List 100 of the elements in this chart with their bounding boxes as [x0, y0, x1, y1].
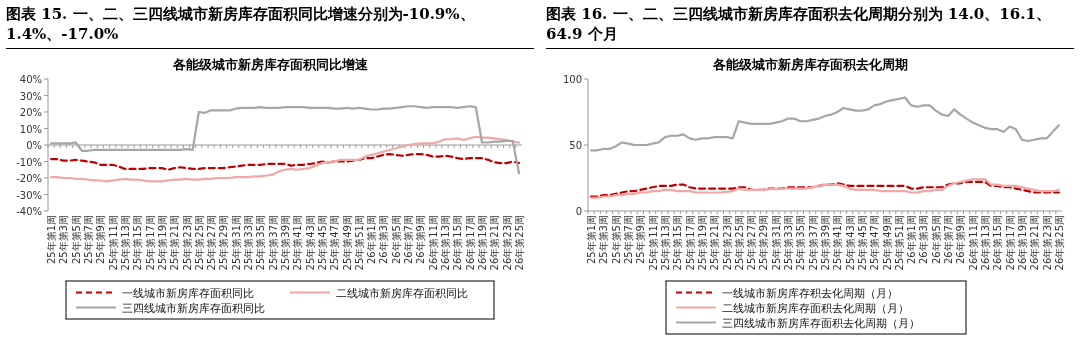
x-tick-label: 26年第17周 — [1004, 215, 1016, 271]
y-tick-label: -10% — [16, 156, 42, 168]
x-tick-label: 25年第49周 — [341, 215, 353, 271]
x-tick-label: 25年第37周 — [267, 215, 279, 271]
x-tick-label: 25年第3周 — [58, 215, 70, 265]
y-tick-label: 40% — [19, 74, 42, 85]
x-tick-label: 25年第25周 — [193, 215, 205, 271]
x-tick-label: 25年第3周 — [598, 215, 610, 265]
x-tick-label: 25年第33周 — [243, 215, 255, 271]
x-tick-label: 26年第21周 — [1029, 215, 1041, 271]
x-tick-label: 25年第45周 — [856, 215, 868, 271]
x-tick-label: 25年第17周 — [684, 215, 696, 271]
x-tick-label: 25年第31周 — [770, 215, 782, 271]
x-tick-label: 26年第1周 — [906, 215, 918, 265]
x-tick-label: 26年第19周 — [1016, 215, 1028, 271]
chart-subtitle: 各能级城市新房库存面积去化周期 — [711, 57, 908, 72]
x-tick-label: 26年第25周 — [1053, 215, 1065, 271]
x-tick-label: 26年第17周 — [464, 215, 476, 271]
x-tick-label: 25年第5周 — [70, 215, 82, 265]
x-tick-label: 25年第47周 — [869, 215, 881, 271]
x-tick-label: 25年第19周 — [696, 215, 708, 271]
x-tick-label: 25年第39周 — [280, 215, 291, 271]
y-tick-label: 100 — [562, 74, 582, 85]
x-tick-label: 26年第3周 — [378, 215, 390, 265]
x-tick-label: 26年第15周 — [992, 215, 1004, 271]
y-tick-label: 20% — [19, 107, 42, 118]
x-tick-label: 26年第13周 — [980, 215, 992, 271]
y-tick-label: 50 — [569, 140, 582, 151]
x-tick-label: 25年第33周 — [783, 215, 795, 271]
x-tick-label: 25年第1周 — [46, 215, 58, 265]
x-tick-label: 25年第13周 — [119, 215, 131, 271]
x-tick-label: 25年第31周 — [230, 215, 242, 271]
legend-label: 二线城市新房库存面积同比 — [336, 286, 468, 299]
x-tick-label: 25年第49周 — [881, 215, 893, 271]
x-tick-label: 25年第19周 — [156, 215, 168, 271]
x-tick-label: 25年第25周 — [733, 215, 745, 271]
x-tick-label: 25年第37周 — [807, 215, 819, 271]
x-tick-label: 25年第43周 — [844, 215, 856, 271]
x-tick-label: 25年第23周 — [181, 215, 193, 271]
x-tick-label: 26年第21周 — [489, 215, 501, 271]
y-tick-label: -30% — [16, 189, 42, 201]
x-tick-label: 26年第9周 — [415, 215, 427, 265]
x-tick-label: 25年第11周 — [107, 215, 119, 271]
x-tick-label: 26年第5周 — [930, 215, 942, 265]
legend-label: 三四线城市新房库存面积同比 — [122, 301, 265, 314]
x-tick-label: 25年第41周 — [832, 215, 844, 271]
x-tick-label: 25年第51周 — [353, 215, 365, 271]
legend-label: 一线城市新房库存积去化周期（月） — [722, 286, 898, 299]
y-tick-label: 30% — [19, 90, 42, 102]
x-tick-label: 26年第23周 — [501, 215, 513, 271]
x-tick-label: 26年第19周 — [476, 215, 488, 271]
x-tick-label: 25年第15周 — [672, 215, 684, 271]
x-tick-label: 25年第45周 — [316, 215, 328, 271]
x-tick-label: 26年第15周 — [452, 215, 464, 271]
x-tick-label: 25年第29周 — [758, 215, 770, 271]
x-tick-label: 26年第7周 — [943, 215, 955, 265]
x-tick-label: 25年第41周 — [292, 215, 304, 271]
y-tick-label: 10% — [19, 123, 42, 135]
x-tick-label: 26年第9周 — [955, 215, 967, 265]
x-tick-label: 25年第1周 — [586, 215, 598, 265]
x-tick-label: 25年第9周 — [95, 215, 107, 265]
y-tick-label: 0 — [575, 206, 582, 217]
x-tick-label: 25年第35周 — [795, 215, 807, 271]
x-tick-label: 25年第23周 — [721, 215, 733, 271]
x-tick-label: 26年第23周 — [1041, 215, 1053, 271]
x-tick-label: 25年第27周 — [206, 215, 218, 271]
x-tick-label: 25年第21周 — [709, 215, 721, 271]
y-tick-label: -20% — [16, 173, 42, 184]
x-tick-label: 25年第43周 — [304, 215, 316, 271]
chart-title: 图表 15. 一、二、三四线城市新房库存面积同比增速分别为-10.9%、1.4%、-17.0% — [6, 4, 534, 49]
y-tick-label: -40% — [16, 206, 42, 217]
x-tick-label: 26年第3周 — [918, 215, 930, 265]
x-tick-label: 25年第9周 — [635, 215, 647, 265]
x-tick-label: 25年第47周 — [329, 215, 341, 271]
chart-title: 图表 16. 一、二、三四线城市新房库存面积去化周期分别为 14.0、16.1、64.9 个月 — [546, 4, 1074, 49]
legend-label: 三四线城市新房库存面积去化周期（月） — [722, 316, 920, 329]
x-tick-label: 25年第29周 — [218, 215, 230, 271]
x-tick-label: 25年第17周 — [144, 215, 156, 271]
y-tick-label: 0% — [26, 140, 42, 151]
legend-label: 二线城市新房库存面积去化周期（月） — [722, 301, 909, 314]
x-tick-label: 25年第35周 — [255, 215, 267, 271]
x-tick-label: 26年第13周 — [440, 215, 452, 271]
x-tick-label: 26年第11周 — [967, 215, 979, 271]
x-tick-label: 25年第13周 — [659, 215, 671, 271]
x-tick-label: 25年第21周 — [169, 215, 181, 271]
x-tick-label: 26年第5周 — [390, 215, 402, 265]
x-tick-label: 25年第51周 — [893, 215, 905, 271]
x-tick-label: 26年第25周 — [513, 215, 525, 271]
x-tick-label: 25年第5周 — [610, 215, 622, 265]
x-tick-label: 25年第15周 — [132, 215, 144, 271]
x-tick-label: 25年第39周 — [820, 215, 831, 271]
x-tick-label: 25年第27周 — [746, 215, 758, 271]
chart-subtitle: 各能级城市新房库存面积同比增速 — [171, 57, 369, 72]
x-tick-label: 25年第11周 — [647, 215, 659, 271]
x-tick-label: 25年第7周 — [623, 215, 635, 265]
legend-label: 一线城市新房库存面积同比 — [122, 286, 254, 299]
x-tick-label: 26年第1周 — [366, 215, 378, 265]
x-tick-label: 26年第11周 — [427, 215, 439, 271]
x-tick-label: 26年第7周 — [403, 215, 415, 265]
x-tick-label: 25年第7周 — [83, 215, 95, 265]
